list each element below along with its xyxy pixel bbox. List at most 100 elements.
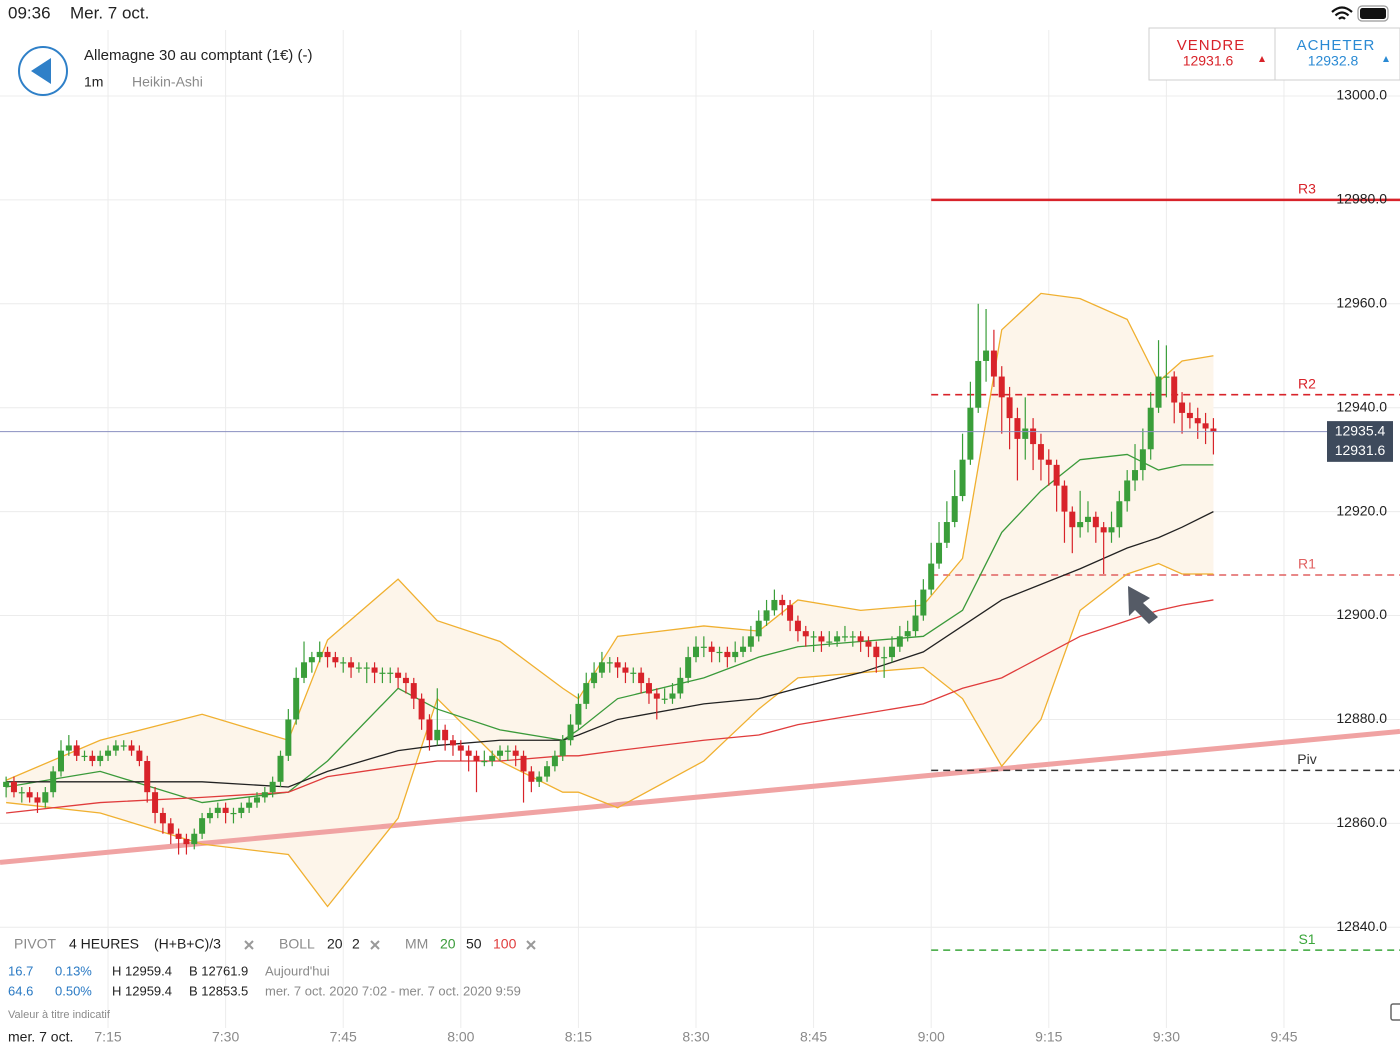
moving-average xyxy=(6,511,1214,788)
candle-body xyxy=(206,812,213,819)
candle-body xyxy=(301,662,308,678)
candle-body xyxy=(1030,428,1037,445)
remove-indicator[interactable] xyxy=(244,940,254,950)
candle-body xyxy=(575,703,582,725)
indicator-param: 50 xyxy=(466,936,482,952)
candle-body xyxy=(489,755,496,762)
candle-body xyxy=(1194,418,1201,424)
pivot-label: S1 xyxy=(1298,931,1315,947)
candle-body xyxy=(920,589,927,616)
remove-indicator[interactable] xyxy=(370,940,380,950)
buy-label[interactable]: ACHETER xyxy=(1297,37,1376,54)
x-tick-label: 9:45 xyxy=(1270,1029,1297,1045)
sell-price[interactable]: 12931.6 xyxy=(1183,53,1234,69)
candle-body xyxy=(645,683,652,694)
indicator-param: 20 xyxy=(327,936,343,952)
sell-button[interactable]: VENDRE 12931.6 xyxy=(1148,27,1276,81)
candle-body xyxy=(520,755,527,772)
pivot-label: R3 xyxy=(1298,181,1316,197)
candle-body xyxy=(1069,511,1076,528)
candle-body xyxy=(1014,418,1021,439)
candle-body xyxy=(818,636,825,642)
indicator-param: 4 HEURES xyxy=(69,936,139,952)
buy-tick-icon xyxy=(1383,56,1389,62)
buy-box[interactable] xyxy=(1274,27,1400,81)
interval[interactable]: 1m xyxy=(84,74,103,90)
candle-body xyxy=(638,672,645,684)
candle-body xyxy=(740,646,747,652)
candle-body xyxy=(442,729,449,741)
candle-body xyxy=(1186,412,1193,419)
candle-body xyxy=(57,750,64,772)
indicator-param: 100 xyxy=(493,936,517,952)
candle-body xyxy=(841,636,848,638)
candle-body xyxy=(881,657,888,659)
candle-body xyxy=(943,522,950,543)
candle-body xyxy=(528,771,535,782)
candle-body xyxy=(1179,402,1186,413)
buy-button[interactable]: ACHETER 12932.8 xyxy=(1274,27,1400,81)
y-tick-label: 12940.0 xyxy=(1336,398,1387,414)
candle-body xyxy=(175,833,182,839)
indicator-param: 20 xyxy=(440,936,456,952)
candle-body xyxy=(536,776,543,782)
sell-label[interactable]: VENDRE xyxy=(1177,37,1246,54)
chart-style[interactable]: Heikin-Ashi xyxy=(132,74,203,90)
candle-body xyxy=(677,677,684,694)
indicator-name: MM xyxy=(405,936,428,952)
calendar-frame[interactable] xyxy=(1390,1003,1400,1021)
candle-body xyxy=(1084,516,1091,523)
candle-body xyxy=(1022,428,1029,439)
candle-body xyxy=(512,750,519,756)
candle-body xyxy=(26,792,33,798)
candle-body xyxy=(97,755,104,762)
candle-body xyxy=(1139,449,1146,471)
buy-price[interactable]: 12932.8 xyxy=(1308,53,1359,69)
x-tick-label: 7:45 xyxy=(330,1029,357,1045)
x-tick-label: 8:45 xyxy=(800,1029,827,1045)
candle-body xyxy=(1163,376,1170,378)
battery-icon xyxy=(1357,5,1389,22)
sell-tick-icon xyxy=(1259,56,1265,62)
candle-body xyxy=(473,755,480,762)
back-button[interactable] xyxy=(18,46,68,96)
candle-body xyxy=(355,667,362,669)
candle-body xyxy=(787,605,794,621)
candle-body xyxy=(387,672,394,674)
calendar-icon[interactable] xyxy=(1390,1003,1400,1021)
candle-body xyxy=(653,693,660,699)
y-tick-label: 12840.0 xyxy=(1336,918,1387,934)
sell-box[interactable] xyxy=(1148,27,1276,81)
candle-body xyxy=(888,646,895,658)
candle-body xyxy=(630,672,637,674)
candle-body xyxy=(1116,501,1123,528)
candle-body xyxy=(340,662,347,664)
candle-body xyxy=(951,496,958,523)
candle-body xyxy=(990,350,997,377)
candle-body xyxy=(849,636,856,638)
candle-body xyxy=(857,636,864,642)
candle-body xyxy=(865,641,872,647)
candle-body xyxy=(42,792,49,803)
candle-body xyxy=(159,812,166,824)
back-arrow[interactable] xyxy=(31,58,51,84)
x-tick-label: 9:00 xyxy=(918,1029,945,1045)
candle-body xyxy=(238,807,245,813)
indicator-name: PIVOT xyxy=(14,936,56,952)
candle-body xyxy=(998,376,1005,398)
candle-body xyxy=(755,620,762,637)
candle-body xyxy=(834,636,841,642)
candle-body xyxy=(261,792,268,798)
remove-indicator[interactable] xyxy=(526,940,536,950)
candle-body xyxy=(1045,459,1052,465)
pivot-label: R2 xyxy=(1298,375,1316,391)
candle-body xyxy=(426,719,433,741)
candle-body xyxy=(669,693,676,699)
candle-body xyxy=(794,620,801,632)
candle-body xyxy=(583,683,590,704)
candle-body xyxy=(269,781,276,793)
candle-body xyxy=(363,667,370,669)
candle-body xyxy=(191,833,198,845)
candle-body xyxy=(167,823,174,834)
candle-body xyxy=(497,750,504,756)
